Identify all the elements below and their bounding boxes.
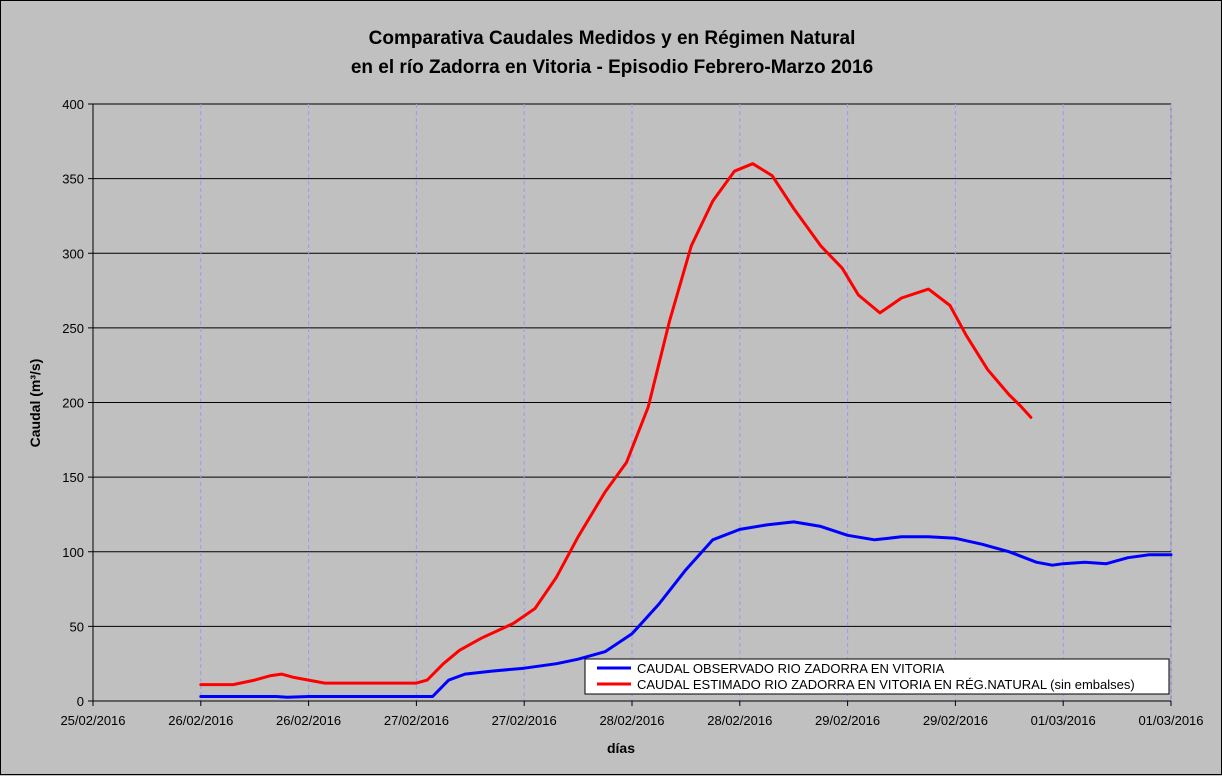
- series-line-0: [199, 520, 1173, 699]
- x-tick-label-0: 25/02/2016: [60, 713, 125, 728]
- legend-label-observed: CAUDAL OBSERVADO RIO ZADORRA EN VITORIA: [637, 661, 945, 676]
- series-layer: [199, 162, 1173, 699]
- y-tick-label-6: 300: [62, 246, 84, 261]
- grid-lines: [93, 103, 1172, 701]
- x-tick-label-5: 28/02/2016: [599, 713, 664, 728]
- y-tick-label-3: 150: [62, 470, 84, 485]
- y-tick-label-1: 50: [70, 619, 84, 634]
- y-tick-labels: 0 50 100 150 200 250 300 350 400: [62, 97, 93, 709]
- chart-title-line2: en el río Zadorra en Vitoria - Episodio …: [350, 57, 874, 78]
- x-tick-label-4: 27/02/2016: [492, 713, 557, 728]
- y-tick-label-0: 0: [77, 694, 84, 709]
- x-tick-label-8: 29/02/2016: [923, 713, 988, 728]
- series-line-1: [199, 162, 1033, 687]
- y-tick-label-8: 400: [62, 97, 84, 112]
- y-tick-label-7: 350: [62, 172, 84, 187]
- x-tick-label-1: 26/02/2016: [168, 713, 233, 728]
- legend: CAUDAL OBSERVADO RIO ZADORRA EN VITORIA …: [584, 658, 1170, 695]
- x-tick-label-2: 26/02/2016: [276, 713, 341, 728]
- y-axis-label: Caudal (m³/s): [27, 359, 43, 448]
- x-tick-labels: 25/02/2016 26/02/2016 26/02/2016 27/02/2016…: [60, 701, 1204, 728]
- x-tick-label-9: 01/03/2016: [1031, 713, 1096, 728]
- chart-title-line1: Comparativa Caudales Medidos y en Régime…: [368, 28, 856, 49]
- y-tick-label-2: 100: [62, 545, 84, 560]
- y-tick-label-5: 250: [62, 321, 84, 336]
- legend-label-natural: CAUDAL ESTIMADO RIO ZADORRA EN VITORIA E…: [637, 677, 1135, 692]
- y-tick-label-4: 200: [62, 396, 84, 411]
- legend-box: [584, 658, 1170, 695]
- x-tick-label-3: 27/02/2016: [384, 713, 449, 728]
- x-tick-label-10: 01/03/2016: [1138, 713, 1203, 728]
- x-axis-label: días: [607, 740, 635, 756]
- x-tick-label-6: 28/02/2016: [707, 713, 772, 728]
- x-tick-label-7: 29/02/2016: [815, 713, 880, 728]
